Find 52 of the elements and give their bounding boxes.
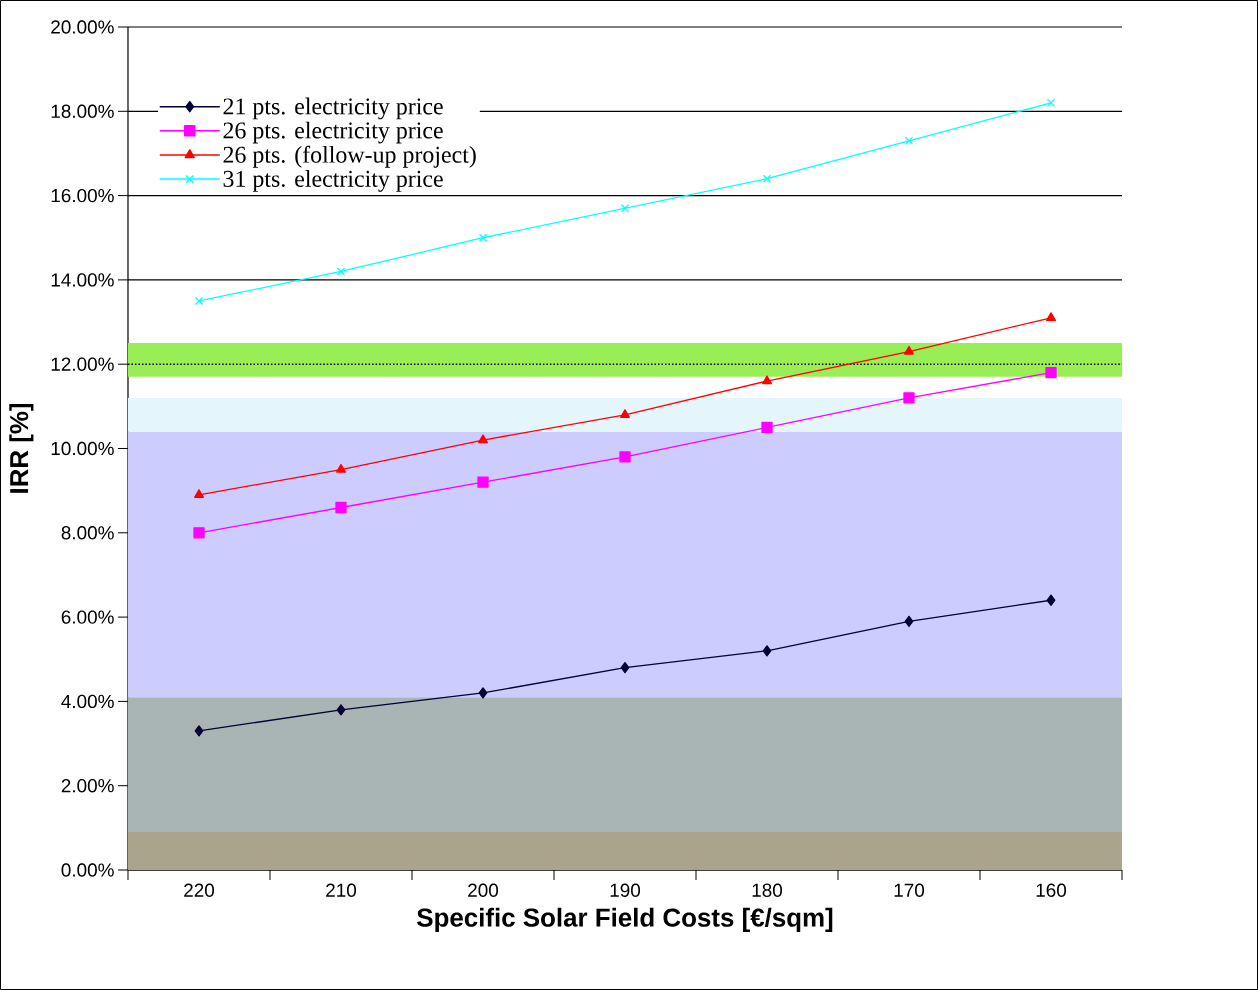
point: [762, 375, 772, 385]
y-tick-label: 4.00%: [61, 694, 114, 709]
x-tick-label: 170: [894, 883, 925, 897]
point: [193, 527, 205, 539]
point: [336, 704, 346, 716]
point: [1046, 98, 1056, 108]
point: [335, 501, 347, 514]
point: [1046, 594, 1056, 606]
legend-label: 26 pts. (follow-up project): [223, 145, 476, 168]
x-tick-label: 200: [468, 883, 499, 897]
y-tick-label: 20.00%: [51, 20, 114, 34]
point: [336, 463, 346, 473]
point: [478, 434, 488, 444]
legend-label: 31 pts. electricity price: [223, 170, 443, 192]
point: [194, 296, 204, 306]
x-tick-label: 160: [1036, 883, 1067, 897]
y-axis-title: IRR [%]: [9, 403, 34, 493]
y-tick-label: 2.00%: [61, 779, 114, 793]
y-tick-label: 10.00%: [51, 441, 114, 456]
point: [620, 409, 630, 418]
legend-label: 21 pts. electricity price: [223, 97, 443, 120]
point: [478, 233, 488, 242]
x-tick-label: 220: [184, 883, 215, 897]
legend-label: 26 pts. electricity price: [223, 121, 443, 144]
x-axis-title: Specific Solar Field Costs [€/sqm]: [417, 907, 833, 932]
point: [904, 345, 914, 355]
x-tick-label: 210: [326, 883, 357, 897]
point: [477, 476, 489, 488]
point: [194, 725, 204, 737]
point: [904, 615, 914, 627]
y-tick-label: 14.00%: [51, 273, 114, 287]
y-tick-label: 8.00%: [61, 526, 114, 540]
point: [904, 136, 914, 145]
point: [336, 267, 346, 276]
y-tick-label: 18.00%: [51, 104, 114, 118]
x-tick-label: 190: [610, 883, 641, 897]
point: [1046, 312, 1056, 321]
y-tick-label: 6.00%: [61, 610, 114, 624]
y-tick-label: 0.00%: [61, 863, 114, 877]
point: [620, 204, 630, 213]
point: [1045, 366, 1057, 379]
y-tick-label: 12.00%: [51, 357, 114, 371]
point: [619, 451, 631, 463]
point: [903, 392, 915, 404]
x-tick-label: 180: [752, 883, 783, 897]
y-tick-label: 16.00%: [51, 188, 114, 203]
point: [762, 174, 772, 183]
point: [620, 662, 630, 674]
point: [478, 687, 488, 699]
point: [762, 645, 772, 657]
point: [194, 489, 204, 499]
point: [761, 421, 773, 434]
